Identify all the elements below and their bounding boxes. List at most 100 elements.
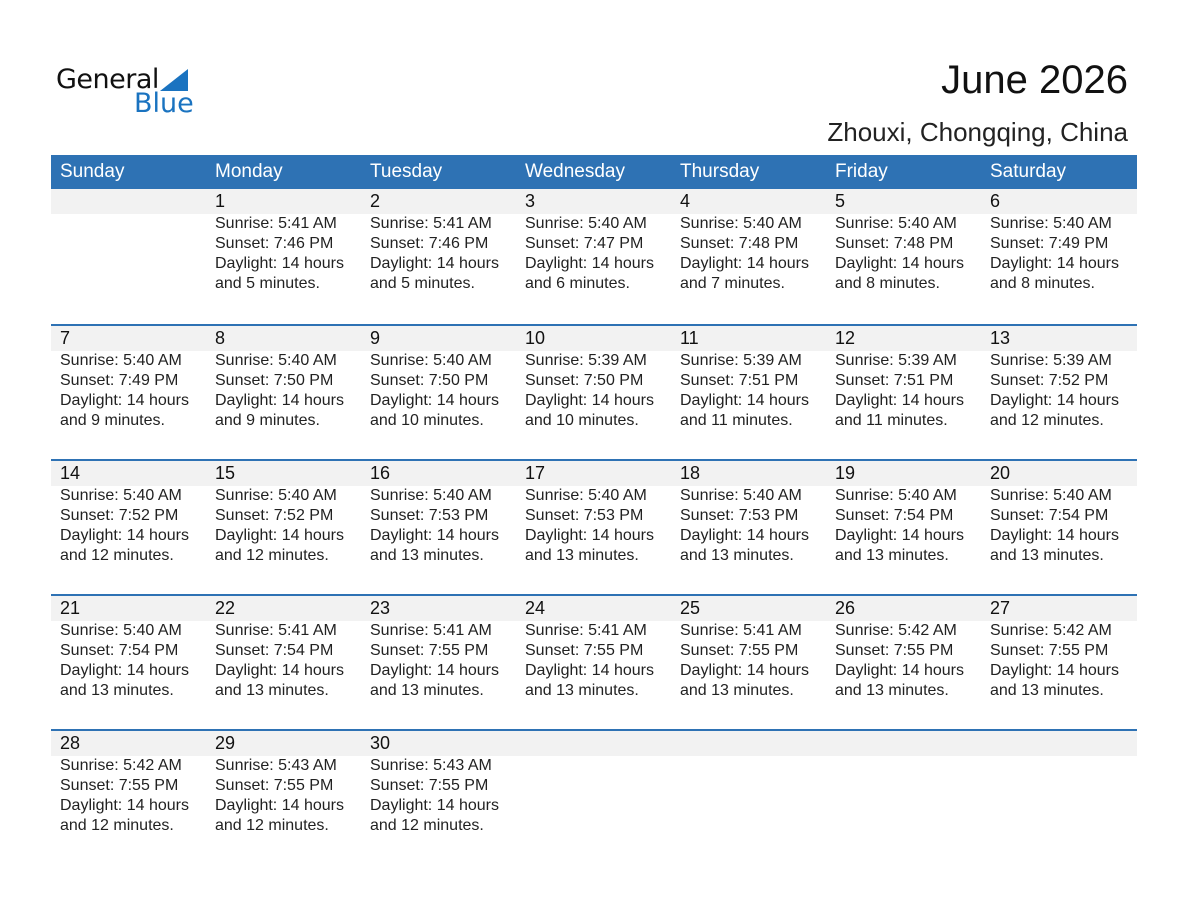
day-number: 23: [370, 598, 391, 618]
sunrise-text: Sunrise: 5:40 AM: [370, 352, 492, 369]
sunrise-text: Sunrise: 5:39 AM: [835, 352, 957, 369]
day-cell: 26 Sunrise: 5:42 AM Sunset: 7:55 PM Dayligh…: [826, 596, 981, 701]
week-row: 28 Sunrise: 5:42 AM Sunset: 7:55 PM Dayligh…: [51, 729, 1137, 864]
logo-general: General: [56, 64, 159, 95]
day-number: 12: [835, 328, 856, 348]
sunrise-text: Sunrise: 5:40 AM: [990, 215, 1112, 232]
weekday-tuesday: Tuesday: [370, 161, 443, 182]
sunset-text: Sunset: 7:48 PM: [835, 235, 954, 252]
sunrise-text: Sunrise: 5:39 AM: [990, 352, 1112, 369]
daylight-minutes-text: and 10 minutes.: [525, 412, 639, 429]
week-row: 21 Sunrise: 5:40 AM Sunset: 7:54 PM Dayligh…: [51, 594, 1137, 729]
daylight-text: Daylight: 14 hours: [370, 662, 499, 679]
daylight-minutes-text: and 9 minutes.: [60, 412, 165, 429]
daylight-minutes-text: and 5 minutes.: [215, 275, 320, 292]
sunrise-text: Sunrise: 5:41 AM: [370, 215, 492, 232]
sunrise-text: Sunrise: 5:40 AM: [525, 215, 647, 232]
logo-triangle-icon: [160, 69, 188, 91]
sunrise-text: Sunrise: 5:43 AM: [215, 757, 337, 774]
daylight-minutes-text: and 13 minutes.: [370, 682, 484, 699]
day-number: 7: [60, 328, 71, 348]
date-band: [51, 731, 1137, 756]
day-cell: 19 Sunrise: 5:40 AM Sunset: 7:54 PM Dayligh…: [826, 461, 981, 566]
sunrise-text: Sunrise: 5:40 AM: [370, 487, 492, 504]
sunrise-text: Sunrise: 5:40 AM: [60, 487, 182, 504]
daylight-text: Daylight: 14 hours: [370, 797, 499, 814]
daylight-text: Daylight: 14 hours: [525, 527, 654, 544]
day-number: 17: [525, 463, 546, 483]
day-cell: 13 Sunrise: 5:39 AM Sunset: 7:52 PM Dayligh…: [981, 326, 1136, 431]
daylight-minutes-text: and 12 minutes.: [370, 817, 484, 834]
day-number: 13: [990, 328, 1011, 348]
day-number: 1: [215, 191, 226, 211]
day-number: 16: [370, 463, 391, 483]
sunset-text: Sunset: 7:48 PM: [680, 235, 799, 252]
sunrise-text: Sunrise: 5:39 AM: [680, 352, 802, 369]
day-number: 22: [215, 598, 236, 618]
daylight-minutes-text: and 13 minutes.: [990, 682, 1104, 699]
daylight-minutes-text: and 13 minutes.: [525, 682, 639, 699]
daylight-minutes-text: and 8 minutes.: [835, 275, 940, 292]
daylight-text: Daylight: 14 hours: [215, 662, 344, 679]
sunrise-text: Sunrise: 5:41 AM: [215, 215, 337, 232]
daylight-minutes-text: and 13 minutes.: [835, 547, 949, 564]
daylight-minutes-text: and 7 minutes.: [680, 275, 785, 292]
day-cell: 7 Sunrise: 5:40 AM Sunset: 7:49 PM Daylight…: [51, 326, 206, 431]
daylight-text: Daylight: 14 hours: [60, 392, 189, 409]
daylight-minutes-text: and 9 minutes.: [215, 412, 320, 429]
sunset-text: Sunset: 7:52 PM: [990, 372, 1109, 389]
daylight-text: Daylight: 14 hours: [215, 797, 344, 814]
sunrise-text: Sunrise: 5:42 AM: [835, 622, 957, 639]
day-cell: 11 Sunrise: 5:39 AM Sunset: 7:51 PM Dayligh…: [671, 326, 826, 431]
sunset-text: Sunset: 7:53 PM: [680, 507, 799, 524]
day-number: 18: [680, 463, 701, 483]
daylight-minutes-text: and 13 minutes.: [370, 547, 484, 564]
daylight-text: Daylight: 14 hours: [835, 662, 964, 679]
daylight-text: Daylight: 14 hours: [525, 392, 654, 409]
day-number: 11: [680, 328, 699, 348]
sunrise-text: Sunrise: 5:41 AM: [215, 622, 337, 639]
day-number: 25: [680, 598, 701, 618]
sunrise-text: Sunrise: 5:40 AM: [215, 352, 337, 369]
day-cell: 21 Sunrise: 5:40 AM Sunset: 7:54 PM Dayligh…: [51, 596, 206, 701]
sunset-text: Sunset: 7:55 PM: [215, 777, 334, 794]
daylight-minutes-text: and 13 minutes.: [215, 682, 329, 699]
daylight-text: Daylight: 14 hours: [835, 392, 964, 409]
daylight-text: Daylight: 14 hours: [990, 255, 1119, 272]
sunset-text: Sunset: 7:49 PM: [60, 372, 179, 389]
sunrise-text: Sunrise: 5:41 AM: [525, 622, 647, 639]
daylight-minutes-text: and 12 minutes.: [60, 547, 174, 564]
sunset-text: Sunset: 7:52 PM: [60, 507, 179, 524]
daylight-minutes-text: and 12 minutes.: [990, 412, 1104, 429]
sunrise-text: Sunrise: 5:40 AM: [835, 215, 957, 232]
day-cell: 5 Sunrise: 5:40 AM Sunset: 7:48 PM Daylight…: [826, 189, 981, 294]
location-subtitle: Zhouxi, Chongqing, China: [827, 117, 1128, 147]
daylight-text: Daylight: 14 hours: [680, 527, 809, 544]
daylight-text: Daylight: 14 hours: [370, 392, 499, 409]
sunset-text: Sunset: 7:54 PM: [990, 507, 1109, 524]
sunrise-text: Sunrise: 5:40 AM: [215, 487, 337, 504]
sunrise-text: Sunrise: 5:42 AM: [60, 757, 182, 774]
sunrise-text: Sunrise: 5:40 AM: [680, 487, 802, 504]
date-band: [51, 461, 1137, 486]
day-cell: 16 Sunrise: 5:40 AM Sunset: 7:53 PM Dayligh…: [361, 461, 516, 566]
day-cell: 20 Sunrise: 5:40 AM Sunset: 7:54 PM Dayligh…: [981, 461, 1136, 566]
date-band: [51, 189, 1137, 214]
day-number: 5: [835, 191, 846, 211]
sunrise-text: Sunrise: 5:40 AM: [835, 487, 957, 504]
day-number: 10: [525, 328, 546, 348]
daylight-minutes-text: and 13 minutes.: [835, 682, 949, 699]
sunset-text: Sunset: 7:53 PM: [525, 507, 644, 524]
sunrise-text: Sunrise: 5:39 AM: [525, 352, 647, 369]
sunrise-text: Sunrise: 5:40 AM: [60, 352, 182, 369]
weekday-header: Sunday Monday Tuesday Wednesday Thursday Frid…: [51, 155, 1137, 189]
daylight-text: Daylight: 14 hours: [370, 255, 499, 272]
day-number: 26: [835, 598, 856, 618]
day-cell: 25 Sunrise: 5:41 AM Sunset: 7:55 PM Dayligh…: [671, 596, 826, 701]
daylight-text: Daylight: 14 hours: [60, 527, 189, 544]
sunset-text: Sunset: 7:54 PM: [60, 642, 179, 659]
date-band: [51, 596, 1137, 621]
day-number: 15: [215, 463, 236, 483]
daylight-minutes-text: and 13 minutes.: [990, 547, 1104, 564]
day-cell: 30 Sunrise: 5:43 AM Sunset: 7:55 PM Dayligh…: [361, 731, 516, 836]
